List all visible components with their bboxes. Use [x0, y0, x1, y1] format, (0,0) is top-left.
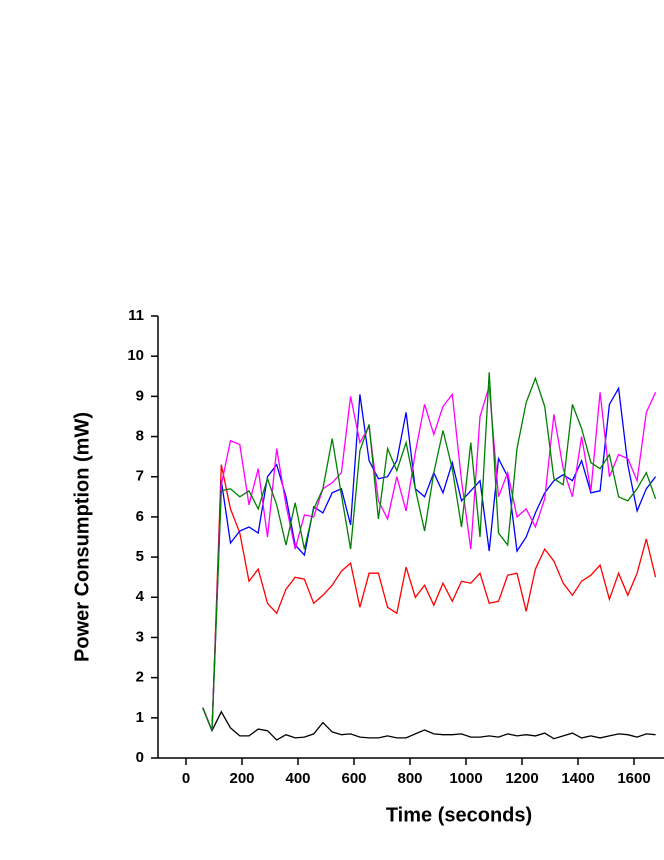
x-tick-label: 1200 [505, 770, 538, 787]
y-tick-label: 0 [136, 749, 144, 766]
x-tick-label: 0 [182, 770, 190, 787]
x-tick-label: 1000 [449, 770, 482, 787]
series-line [202, 707, 656, 741]
series-line [202, 464, 657, 731]
y-tick-label: 3 [136, 628, 144, 645]
y-tick-label: 10 [127, 347, 144, 364]
x-tick-label: 200 [229, 770, 254, 787]
y-tick-label: 6 [136, 508, 144, 525]
y-tick-label: 1 [136, 709, 144, 726]
series-line [202, 386, 657, 731]
y-tick-label: 11 [128, 307, 144, 324]
x-tick-label: 800 [397, 770, 422, 787]
y-tick-label: 7 [136, 468, 144, 485]
y-tick-label: 8 [136, 428, 144, 445]
y-tick-label: 4 [136, 588, 145, 605]
x-axis-title: Time (seconds) [386, 804, 532, 826]
x-tick-label: 600 [341, 770, 366, 787]
y-axis-title: Power Consumption (mW) [71, 412, 93, 662]
x-tick-label: 1400 [561, 770, 594, 787]
series-line [202, 372, 657, 731]
series-line [202, 386, 657, 731]
y-tick-label: 9 [136, 387, 144, 404]
y-tick-label: 5 [136, 548, 144, 565]
x-tick-label: 1600 [617, 770, 650, 787]
y-tick-label: 2 [136, 669, 144, 686]
x-tick-label: 400 [285, 770, 310, 787]
